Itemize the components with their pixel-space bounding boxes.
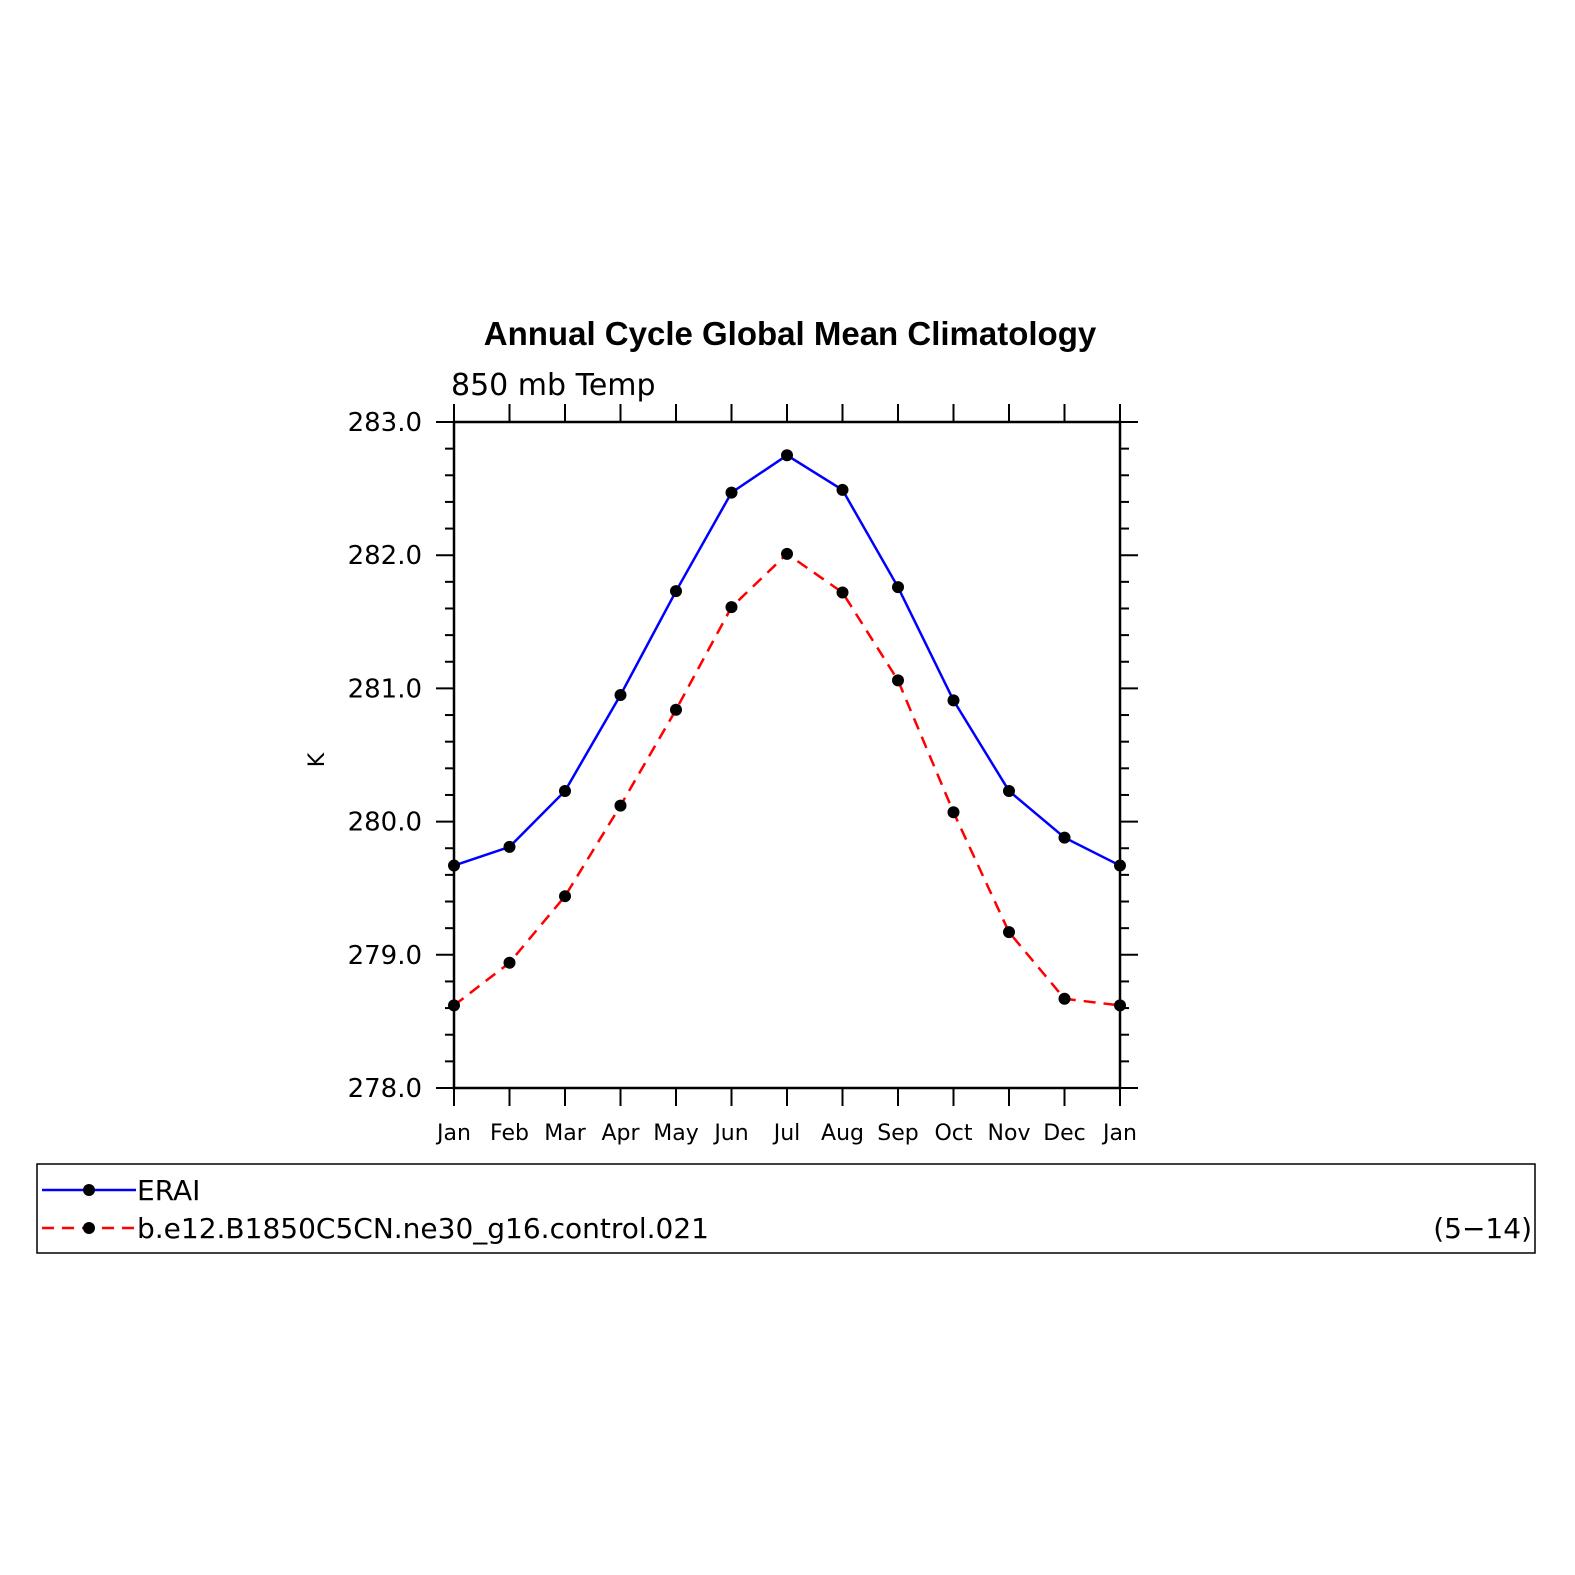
series-1-point (1114, 859, 1126, 872)
series-1-point (559, 784, 571, 797)
series-line-1 (453, 453, 1121, 867)
legend-items: ERAI b.e12.B1850C5CN.ne30_g16.control.021 (42, 1174, 709, 1245)
series-layer (448, 449, 1126, 1012)
series-2-point (503, 956, 516, 969)
x-tick-label: Jul (772, 1121, 801, 1146)
x-tick-label: Sep (877, 1121, 918, 1146)
series-2-point (781, 547, 793, 560)
series-2-point (614, 799, 627, 812)
series-1-point (781, 449, 793, 462)
series-2-point (1114, 999, 1126, 1012)
x-tick-label: May (653, 1121, 698, 1146)
legend-marker-2 (83, 1222, 95, 1234)
plot-frame (452, 420, 1122, 1090)
x-tick-label: Jan (1101, 1121, 1137, 1146)
x-tick-label: Feb (490, 1121, 529, 1146)
x-tick-label: Oct (934, 1121, 972, 1146)
x-tick-label: Aug (821, 1121, 864, 1146)
y-tick-label: 279.0 (348, 941, 422, 971)
chart-subtitle: 850 mb Temp (451, 368, 656, 403)
series-2-point (947, 806, 960, 819)
y-tick-label: 283.0 (348, 408, 422, 438)
series-1-point (836, 483, 849, 496)
series-1-point (892, 581, 904, 594)
y-tick-label: 280.0 (348, 808, 422, 838)
series-2-point (559, 890, 571, 903)
series-2-point (448, 999, 460, 1012)
series-2-point (892, 674, 904, 687)
legend: ERAI b.e12.B1850C5CN.ne30_g16.control.021… (36, 1163, 1536, 1254)
series-1-point (670, 585, 682, 598)
series-1-point (448, 859, 460, 872)
legend-label-1: ERAI (137, 1174, 200, 1207)
x-tick-label: Mar (544, 1121, 586, 1146)
y-tick-label: 278.0 (348, 1074, 422, 1104)
x-tick-label: Jun (712, 1121, 748, 1146)
x-tick-label: Nov (988, 1121, 1031, 1146)
series-2-point (1058, 992, 1071, 1005)
series-1-point (503, 840, 516, 853)
x-tick-label: Jan (435, 1121, 471, 1146)
x-tick-label: Apr (601, 1121, 640, 1146)
legend-label-2: b.e12.B1850C5CN.ne30_g16.control.021 (137, 1212, 709, 1245)
y-axis-label: K (305, 752, 330, 767)
series-2-point (836, 586, 849, 599)
series-1-point (614, 689, 627, 702)
y-tick-label: 282.0 (348, 541, 422, 571)
legend-note: (5−14) (1433, 1212, 1532, 1245)
series-1-point (1003, 784, 1015, 797)
series-1-point (725, 486, 738, 499)
series-1-point (947, 694, 960, 707)
series-2-point (1003, 926, 1015, 939)
legend-box (36, 1163, 1536, 1254)
axes: 278.0 279.0 280.0 281.0 282.0 283.0 Jan Feb Mar A… (348, 404, 1138, 1146)
legend-marker-1 (83, 1184, 95, 1196)
series-line-2 (453, 552, 1121, 1007)
series-1-point (1058, 831, 1071, 844)
y-tick-label: 281.0 (348, 674, 422, 704)
series-2-point (725, 601, 738, 614)
series-2-point (670, 703, 682, 716)
x-tick-label: Dec (1043, 1121, 1086, 1146)
chart-title: Annual Cycle Global Mean Climatology (484, 315, 1097, 352)
